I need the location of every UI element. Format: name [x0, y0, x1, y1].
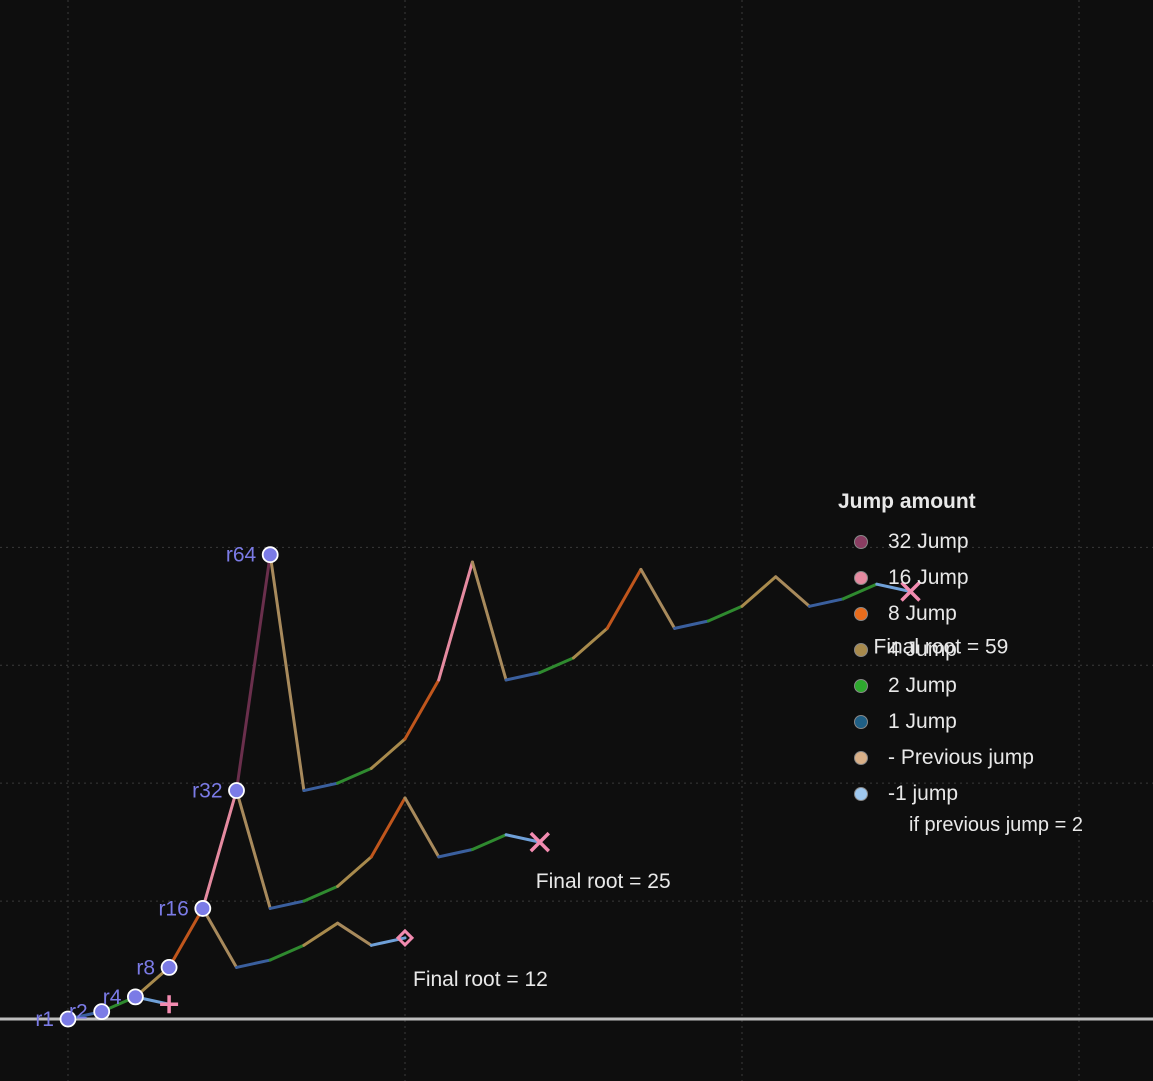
final-root-diamond-marker [395, 928, 415, 948]
legend-label: - Previous jump [888, 746, 1034, 769]
root-label: r8 [136, 956, 155, 979]
root-label: r1 [35, 1008, 54, 1031]
root-point [93, 1003, 111, 1021]
root-point [160, 959, 178, 976]
legend-label: 2 Jump [888, 674, 957, 697]
legend-item: 4 Jump [838, 632, 1083, 668]
jump-segment [538, 656, 575, 675]
jump-segment [235, 553, 272, 793]
legend-label: 4 Jump [888, 638, 957, 661]
jump-segment [268, 943, 306, 962]
jump-segment [302, 921, 340, 947]
jump-segment [302, 781, 340, 793]
final-root-x-marker [529, 831, 551, 853]
jump-segment [403, 678, 441, 741]
jump-segment [268, 899, 306, 910]
legend-label: 1 Jump [888, 710, 957, 733]
root-label: r2 [69, 1001, 88, 1024]
root-point [194, 900, 212, 917]
final-root-label: Final root = 25 [536, 870, 671, 893]
legend-item: 8 Jump [838, 596, 1083, 632]
jump-segment [572, 626, 609, 660]
jump-segment [437, 847, 474, 859]
jump-segment [504, 833, 542, 844]
jump-segment [302, 884, 340, 903]
jump-segment [369, 737, 407, 770]
jump-segment [235, 789, 272, 910]
legend-item: 32 Jump [838, 524, 1083, 560]
jump-segment [268, 553, 306, 793]
legend-label: 32 Jump [888, 530, 969, 553]
legend-swatch [854, 679, 868, 693]
legend-item: 16 Jump [838, 560, 1083, 596]
jump-segment [706, 604, 744, 623]
jump-segment [774, 575, 811, 608]
jump-segment [369, 796, 407, 859]
final-root-label: Final root = 12 [413, 968, 548, 991]
root-label: r32 [192, 780, 222, 803]
jump-segment [336, 766, 373, 785]
legend-swatch [854, 607, 868, 621]
jump-segment [336, 855, 373, 888]
legend: Jump amount 32 Jump 16 Jump 8 Jump 4 Jump 2 … [838, 490, 1083, 837]
jump-segment [167, 906, 205, 969]
legend-item: 2 Jump [838, 668, 1083, 704]
legend-swatch [854, 751, 868, 765]
jump-segment [470, 833, 508, 851]
final-root-label: Final root = 59 [874, 636, 1009, 659]
legend-label: 16 Jump [888, 566, 969, 589]
final-markers [160, 581, 921, 1014]
jump-segment [807, 597, 845, 608]
root-label: r4 [103, 986, 122, 1009]
legend-item: -1 jump [838, 776, 1083, 812]
jump-segment [403, 796, 441, 859]
legend-label: -1 jump [888, 782, 959, 805]
root-point [126, 988, 144, 1006]
legend-label: 8 Jump [888, 602, 957, 625]
jump-segment [504, 671, 542, 682]
final-root-x-marker [900, 581, 921, 602]
root-label: r16 [158, 897, 188, 920]
jump-segment [605, 567, 643, 630]
legend-swatch [854, 571, 868, 585]
root-label: r64 [226, 544, 257, 567]
jump-segment [201, 906, 238, 969]
jump-segment [875, 582, 912, 594]
jump-segment [740, 575, 778, 608]
jump-segment [639, 567, 677, 630]
root-point [228, 782, 245, 799]
jump-segment [336, 921, 373, 947]
root-point [261, 546, 279, 564]
legend-items: 32 Jump 16 Jump 8 Jump 4 Jump 2 Jump 1 Jump - … [838, 524, 1083, 812]
jump-segment [201, 789, 238, 910]
annotations: r1 r2 r4 r8 r16 r32 r64 Final root = 12 Final ro… [35, 544, 1008, 1031]
legend-swatch [854, 787, 868, 801]
legend-swatch [854, 643, 868, 657]
legend-note: if previous jump = 2 [909, 814, 1083, 836]
final-root-plus-marker [160, 995, 179, 1014]
jump-segment [235, 958, 272, 969]
legend-item: 1 Jump [838, 704, 1083, 740]
jump-segment [841, 582, 879, 601]
root-point [59, 1010, 77, 1028]
jump-segment [673, 619, 710, 630]
legend-item: - Previous jump [838, 740, 1083, 776]
legend-title: Jump amount [838, 490, 976, 513]
jump-segment [470, 560, 508, 682]
legend-swatch [854, 715, 868, 729]
jump-segment [437, 560, 474, 682]
root-points [59, 546, 279, 1028]
legend-swatch [854, 535, 868, 549]
